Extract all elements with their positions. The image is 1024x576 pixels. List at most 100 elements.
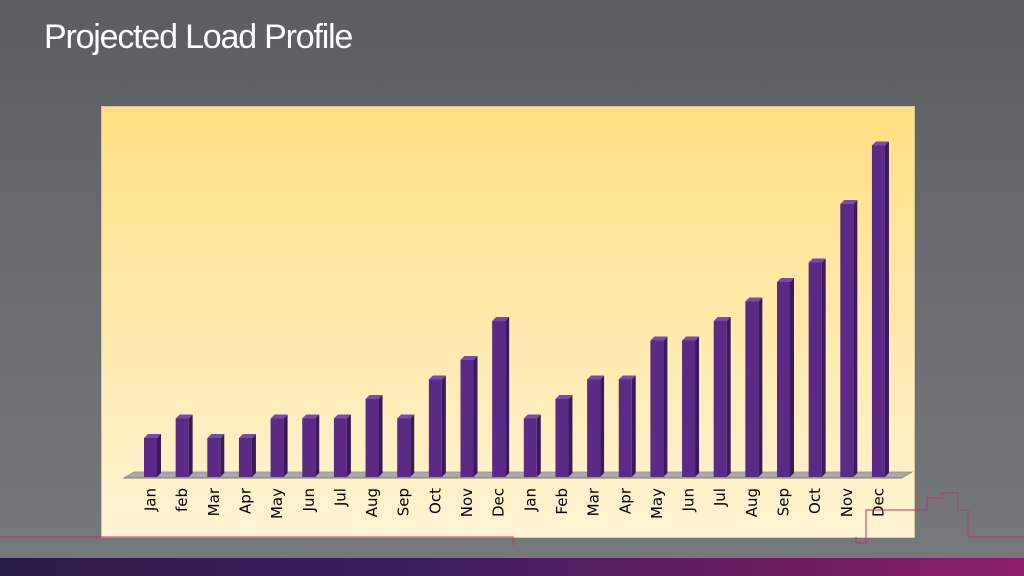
slide-title: Projected Load Profile bbox=[44, 18, 353, 56]
x-tick-label: Jul bbox=[711, 488, 729, 507]
bar-top bbox=[175, 414, 193, 419]
bar-top bbox=[523, 414, 541, 419]
x-tick-label: Sep bbox=[775, 488, 793, 516]
bar-top bbox=[587, 375, 605, 380]
bar bbox=[144, 438, 157, 477]
x-tick-label: May bbox=[648, 488, 666, 519]
x-tick-label: feb bbox=[173, 488, 191, 512]
x-tick-label: Dec bbox=[490, 488, 508, 517]
x-tick-label: Jun bbox=[300, 488, 318, 512]
bar bbox=[238, 438, 252, 477]
bar bbox=[840, 204, 854, 477]
x-tick-label: Apr bbox=[616, 487, 634, 514]
bar-side bbox=[441, 375, 446, 477]
bar-side bbox=[410, 414, 415, 477]
bar-side bbox=[568, 395, 573, 477]
bar bbox=[745, 301, 759, 477]
bar-top bbox=[428, 375, 446, 380]
bar-side bbox=[283, 414, 288, 477]
bar-top bbox=[207, 434, 225, 438]
bar-chart: Jan feb Mar Apr May Jun Jul Aug Sep Oct Nov Dec Jan F… bbox=[122, 141, 914, 519]
bar-side bbox=[505, 317, 510, 477]
bar-side bbox=[790, 278, 794, 477]
bar-side bbox=[220, 434, 225, 477]
bar-side bbox=[346, 414, 351, 477]
bar-top bbox=[745, 297, 763, 302]
bar-side bbox=[853, 200, 858, 477]
bar bbox=[808, 262, 822, 477]
accent-line-left bbox=[0, 536, 514, 545]
x-tick-label: Mar bbox=[205, 487, 223, 516]
bar-top bbox=[333, 414, 351, 419]
bar bbox=[777, 282, 790, 477]
bar-top bbox=[713, 317, 731, 321]
bar-side bbox=[378, 395, 383, 477]
bar-side bbox=[884, 141, 889, 477]
x-tick-label: Aug bbox=[743, 488, 761, 517]
x-tick-label: Jun bbox=[680, 488, 698, 512]
x-tick-label: Nov bbox=[458, 488, 476, 517]
x-tick-label: Oct bbox=[806, 488, 824, 514]
bar-top bbox=[840, 200, 858, 204]
bar-side bbox=[695, 336, 700, 477]
bar-side bbox=[473, 356, 478, 477]
bar-side bbox=[726, 317, 731, 477]
bar-top bbox=[270, 414, 288, 419]
x-tick-label: Mar bbox=[585, 487, 603, 516]
bar-top bbox=[871, 141, 889, 146]
bar bbox=[460, 360, 474, 477]
bar bbox=[302, 418, 316, 477]
bar-side bbox=[251, 434, 256, 477]
bar bbox=[175, 418, 189, 477]
bar bbox=[555, 399, 569, 477]
bar-top bbox=[144, 434, 161, 438]
bar bbox=[650, 340, 664, 477]
bar-side bbox=[600, 375, 605, 477]
bar bbox=[618, 379, 632, 477]
x-tick-label: Feb bbox=[553, 488, 571, 515]
bar bbox=[207, 438, 221, 477]
bar-top bbox=[682, 336, 700, 341]
x-tick-label: Sep bbox=[395, 488, 413, 516]
bar-side bbox=[631, 375, 636, 477]
bottom-band bbox=[0, 558, 1024, 576]
bar bbox=[492, 321, 506, 477]
bar-side bbox=[758, 297, 763, 477]
bar-top bbox=[492, 317, 510, 321]
bar-top bbox=[365, 395, 383, 399]
bar-top bbox=[808, 258, 826, 263]
bar-side bbox=[315, 414, 320, 477]
bar-side bbox=[157, 434, 161, 477]
bar bbox=[682, 340, 696, 477]
bar bbox=[365, 399, 379, 477]
bar-side bbox=[821, 258, 826, 477]
x-tick-label: Nov bbox=[838, 488, 856, 517]
bar bbox=[270, 418, 284, 477]
chart-panel: Jan feb Mar Apr May Jun Jul Aug Sep Oct Nov Dec Jan F… bbox=[101, 106, 915, 538]
bar-top bbox=[650, 336, 668, 341]
bar-top bbox=[460, 356, 478, 360]
bar bbox=[523, 418, 537, 477]
bar-side bbox=[536, 414, 541, 477]
bar-side bbox=[188, 414, 193, 477]
bar-top bbox=[397, 414, 415, 419]
x-tick-label: Jan bbox=[142, 488, 160, 512]
bar bbox=[871, 145, 885, 477]
x-tick-label: Jan bbox=[521, 488, 539, 512]
bar bbox=[428, 379, 442, 477]
x-tick-label: Dec bbox=[869, 488, 887, 517]
bar bbox=[397, 418, 411, 477]
bar-top bbox=[555, 395, 573, 399]
bar-top bbox=[238, 434, 256, 438]
x-tick-label: Jul bbox=[331, 488, 349, 507]
bar-top bbox=[618, 375, 636, 380]
bar-side bbox=[663, 336, 668, 477]
x-tick-label: May bbox=[268, 488, 286, 519]
x-tick-label: Oct bbox=[426, 488, 444, 514]
bar-top bbox=[777, 278, 794, 282]
x-tick-label: Apr bbox=[236, 487, 254, 514]
bar bbox=[713, 321, 727, 477]
x-tick-label: Aug bbox=[363, 488, 381, 517]
bar bbox=[333, 418, 347, 477]
bar bbox=[587, 379, 601, 477]
